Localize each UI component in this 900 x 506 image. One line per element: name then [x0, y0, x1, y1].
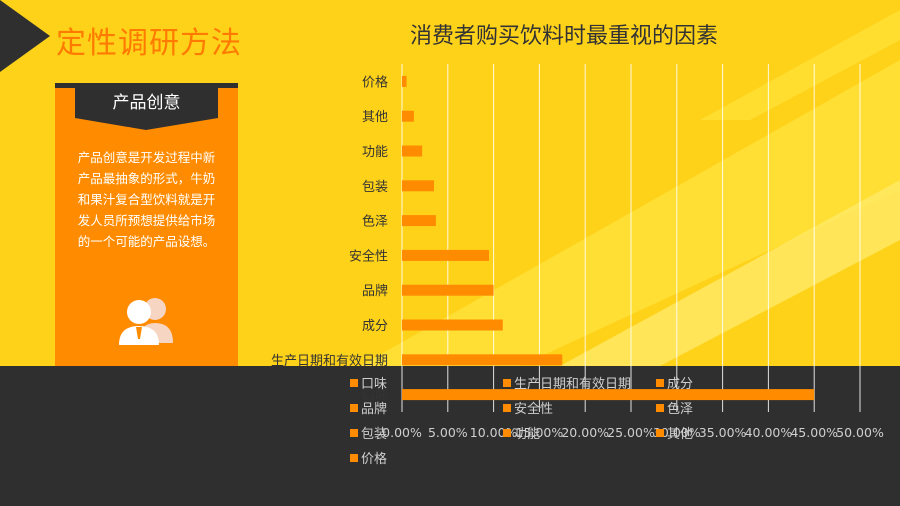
bar [402, 284, 494, 296]
legend-swatch [656, 379, 664, 387]
x-tick-label: 0.00% [382, 425, 422, 440]
card-top-bar [55, 83, 238, 88]
x-tick-label: 50.00% [836, 425, 884, 440]
category-label: 生产日期和有效日期 [271, 354, 388, 369]
legend-swatch [503, 429, 511, 437]
x-tick-label: 20.00% [561, 425, 609, 440]
legend-swatch [503, 379, 511, 387]
legend-label: 生产日期和有效日期 [514, 377, 631, 392]
x-tick-label: 30.00% [653, 425, 701, 440]
x-tick-label: 40.00% [745, 425, 793, 440]
page-title: 定性调研方法 [56, 26, 242, 61]
x-tick-label: 35.00% [699, 425, 747, 440]
bar [402, 180, 435, 192]
category-label: 包装 [362, 180, 388, 195]
legend-swatch [656, 404, 664, 412]
bar [402, 249, 490, 261]
bar [402, 75, 407, 87]
title-marker [0, 0, 50, 72]
card-tag: 产品创意 [75, 88, 218, 118]
bar [402, 145, 423, 157]
x-tick-label: 15.00% [516, 425, 564, 440]
x-tick-label: 25.00% [607, 425, 655, 440]
category-label: 色泽 [362, 214, 388, 230]
bar [402, 354, 563, 366]
legend-label: 口味 [361, 377, 387, 392]
card-tag-tip [75, 118, 218, 130]
legend-swatch [350, 429, 358, 437]
background-stripes [360, 10, 900, 366]
category-label: 其他 [362, 110, 388, 125]
product-idea-card: 产品创意 产品创意是开发过程中新产品最抽象的形式，牛奶和果汁复合型饮料就是开发人… [55, 83, 238, 366]
legend-label: 功能 [514, 427, 540, 442]
legend-label: 色泽 [667, 401, 693, 417]
legend-label: 品牌 [361, 401, 387, 417]
bar [402, 110, 414, 122]
category-label: 成分 [362, 319, 388, 334]
legend-label: 安全性 [514, 401, 553, 417]
legend-swatch [656, 429, 664, 437]
legend-swatch [350, 404, 358, 412]
x-tick-label: 45.00% [790, 425, 838, 440]
legend-label: 成分 [667, 377, 693, 392]
category-label: 功能 [362, 145, 388, 160]
users-icon [117, 295, 177, 349]
legend-label: 其他 [667, 427, 693, 442]
bar [402, 389, 815, 401]
legend-swatch [350, 454, 358, 462]
legend-label: 包装 [361, 427, 387, 442]
category-label: 安全性 [349, 248, 388, 264]
legend-swatch [503, 404, 511, 412]
category-label: 口味 [362, 389, 388, 404]
x-tick-label: 5.00% [428, 425, 468, 440]
category-label: 价格 [362, 74, 388, 90]
chart-title: 消费者购买饮料时最重视的因素 [410, 24, 719, 49]
category-label: 品牌 [362, 283, 388, 299]
card-text: 产品创意是开发过程中新产品最抽象的形式，牛奶和果汁复合型饮料就是开发人员所预想提… [77, 150, 216, 249]
bar [402, 215, 436, 227]
bar [402, 319, 503, 331]
legend-label: 价格 [361, 451, 387, 467]
legend-swatch [350, 379, 358, 387]
